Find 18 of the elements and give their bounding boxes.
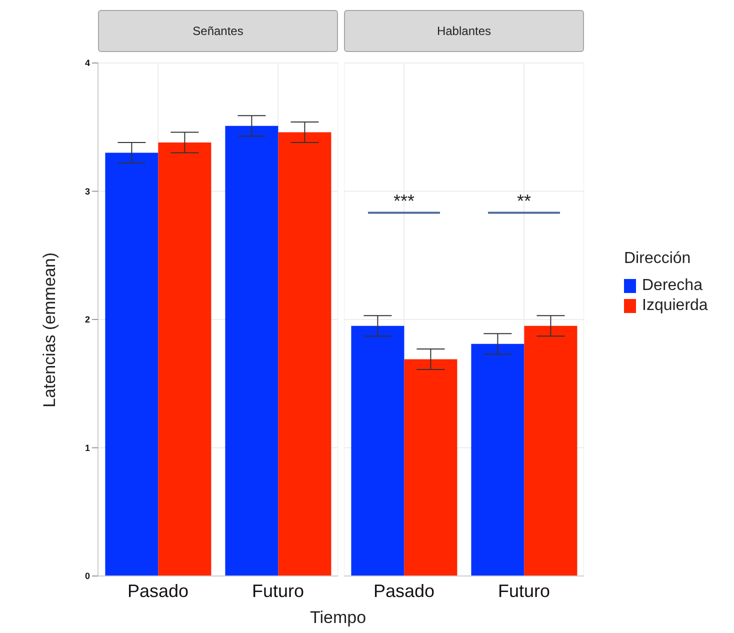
y-tick-label: 3 bbox=[84, 186, 90, 196]
x-axis-title: Tiempo bbox=[310, 608, 366, 628]
x-tick-label: Pasado bbox=[373, 580, 435, 601]
x-tick-label: Futuro bbox=[252, 580, 304, 601]
chart-title: Señantes bbox=[192, 24, 244, 38]
legend-title: Dirección bbox=[624, 250, 692, 268]
annotation: *** bbox=[393, 190, 415, 211]
y-tick-label: 4 bbox=[84, 58, 90, 68]
y-axis-title: Latencias (emmean) bbox=[40, 252, 60, 408]
annotation: ** bbox=[516, 190, 532, 211]
legend-label: Derecha bbox=[641, 276, 704, 296]
x-tick-label: Pasado bbox=[127, 580, 189, 601]
y-tick-label: 1 bbox=[84, 442, 90, 453]
y-tick-label: 2 bbox=[84, 314, 90, 325]
chart-title: Hablantes bbox=[436, 24, 492, 38]
x-tick-label: Futuro bbox=[498, 580, 550, 601]
legend-label: Izquierda bbox=[641, 296, 708, 316]
y-tick-label: 0 bbox=[84, 571, 90, 582]
